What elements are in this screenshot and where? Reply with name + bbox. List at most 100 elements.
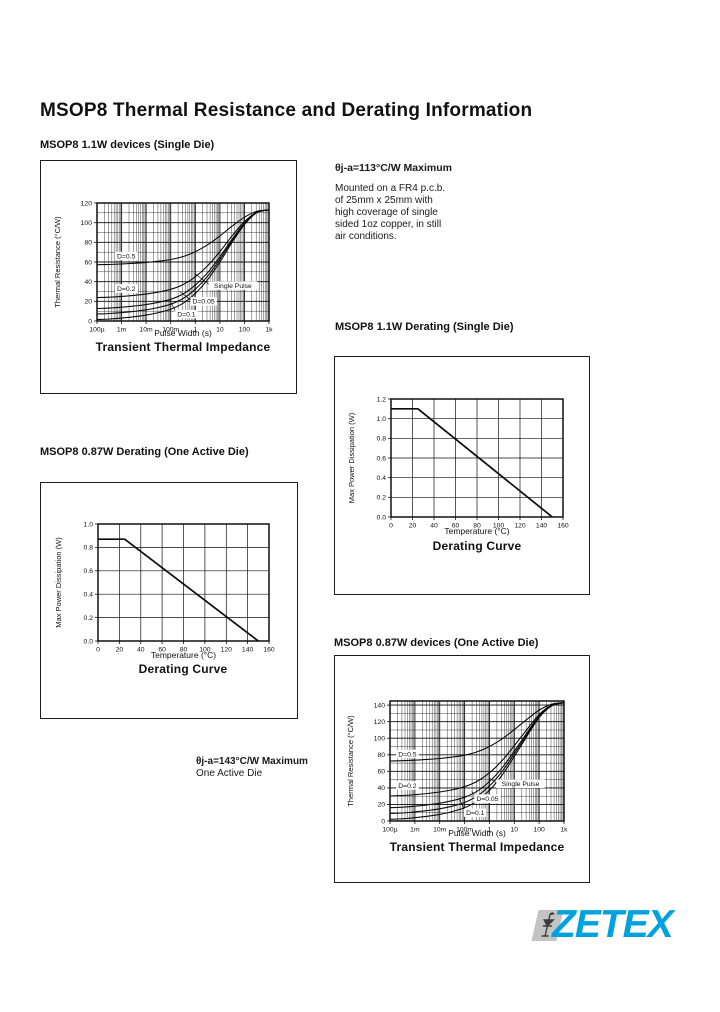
svg-text:80: 80 <box>473 523 481 530</box>
svg-text:100m: 100m <box>162 327 179 334</box>
note-line: air conditions. <box>335 231 397 242</box>
svg-text:D=0.5: D=0.5 <box>398 751 417 758</box>
svg-text:0: 0 <box>381 818 385 825</box>
svg-text:40: 40 <box>137 647 145 654</box>
svg-text:1m: 1m <box>410 827 420 834</box>
svg-text:160: 160 <box>557 523 569 530</box>
chart-panel-derating-0p87w: 0 20 40 60 80 100 120 140 160 0.0 0.2 0.4 0.6 0.8 1.0 M… <box>40 482 298 719</box>
zetex-logo-text: ZETEX <box>552 903 674 946</box>
svg-text:Single Pulse: Single Pulse <box>502 781 540 788</box>
svg-text:D=0.1: D=0.1 <box>466 810 485 817</box>
svg-text:80: 80 <box>377 752 385 759</box>
svg-text:100: 100 <box>81 220 93 227</box>
chart-title: Transient Thermal Impedance <box>95 340 271 354</box>
svg-text:80: 80 <box>84 240 92 247</box>
chart-panel-transient-0p87w: D=0.5 D=0.2 D=0.1 D=0.05 Single Pulse 100µ 1m 1… <box>334 655 590 883</box>
svg-text:0.6: 0.6 <box>84 568 94 575</box>
svg-text:10m: 10m <box>139 327 153 334</box>
svg-text:0.2: 0.2 <box>377 495 387 502</box>
svg-text:80: 80 <box>180 647 188 654</box>
chart-title: Derating Curve <box>138 662 228 676</box>
page-title: MSOP8 Thermal Resistance and Derating In… <box>40 100 533 121</box>
svg-text:0.8: 0.8 <box>84 545 94 552</box>
theta-ja-113-headline: θj-a=113°C/W Maximum <box>335 162 452 174</box>
thermal-note-single-die: θj-a=113°C/W Maximum Mounted on a FR4 p.… <box>335 162 485 243</box>
section-heading-1p1w-derating: MSOP8 1.1W Derating (Single Die) <box>335 321 514 333</box>
svg-text:100m: 100m <box>456 827 473 834</box>
svg-text:40: 40 <box>377 785 385 792</box>
chart-panel-derating-1p1w: 0 20 40 60 80 100 120 140 160 0.0 0.2 0.4 0.6 0.8 1.0 1… <box>334 356 590 595</box>
svg-text:100: 100 <box>239 327 251 334</box>
note-line: high coverage of single <box>335 207 438 218</box>
svg-text:D=0.1: D=0.1 <box>177 312 196 319</box>
svg-text:Max Power Dissipation (W): Max Power Dissipation (W) <box>54 537 63 628</box>
svg-text:Max Power Dissipation (W): Max Power Dissipation (W) <box>347 412 356 503</box>
svg-text:1.0: 1.0 <box>377 416 387 423</box>
svg-text:0: 0 <box>88 318 92 325</box>
svg-text:100: 100 <box>493 523 505 530</box>
section-heading-0p87w-derating: MSOP8 0.87W Derating (One Active Die) <box>40 446 249 458</box>
svg-text:0.4: 0.4 <box>377 475 387 482</box>
svg-text:0.0: 0.0 <box>377 514 387 521</box>
svg-text:100µ: 100µ <box>382 827 397 834</box>
svg-text:10: 10 <box>216 327 224 334</box>
svg-text:100: 100 <box>199 647 211 654</box>
svg-text:1: 1 <box>488 827 492 834</box>
x-axis-label: Temperature (°C) <box>444 526 510 536</box>
svg-text:40: 40 <box>84 279 92 286</box>
derating-curve-chart-1p1w: 0 20 40 60 80 100 120 140 160 0.0 0.2 0.4 0.6 0.8 1.0 1… <box>347 396 569 530</box>
svg-text:0.0: 0.0 <box>84 638 94 645</box>
x-axis-label: Pulse Width (s) <box>154 328 212 338</box>
svg-text:D=0.05: D=0.05 <box>476 796 498 803</box>
zetex-logo-badge <box>531 910 564 941</box>
thermal-note-one-active-die: θj-a=143°C/W Maximum One Active Die <box>196 756 346 780</box>
svg-text:D=0.5: D=0.5 <box>117 254 136 261</box>
svg-text:1.2: 1.2 <box>377 396 387 403</box>
svg-text:20: 20 <box>84 299 92 306</box>
svg-text:0.6: 0.6 <box>377 455 387 462</box>
svg-text:140: 140 <box>374 702 386 709</box>
svg-text:D=0.2: D=0.2 <box>398 783 417 790</box>
svg-text:40: 40 <box>430 523 438 530</box>
chart-title: Transient Thermal Impedance <box>389 840 565 854</box>
section-heading-1p1w-devices: MSOP8 1.1W devices (Single Die) <box>40 139 215 151</box>
note-line: of 25mm x 25mm with <box>335 195 433 206</box>
svg-text:60: 60 <box>158 647 166 654</box>
x-axis-label: Pulse Width (s) <box>448 828 506 838</box>
zetex-logo: ZETEX <box>530 903 680 955</box>
svg-text:1.0: 1.0 <box>84 521 94 528</box>
svg-text:140: 140 <box>242 647 254 654</box>
chart-panel-transient-1p1w: D=0.5 D=0.2 D=0.1 D=0.05 Single Pulse 100µ 1m 1… <box>40 160 297 394</box>
svg-text:0.4: 0.4 <box>84 592 94 599</box>
svg-text:0.2: 0.2 <box>84 615 94 622</box>
svg-text:20: 20 <box>409 523 417 530</box>
svg-text:60: 60 <box>84 259 92 266</box>
svg-text:1k: 1k <box>265 327 273 334</box>
svg-text:D=0.05: D=0.05 <box>193 299 215 306</box>
svg-text:120: 120 <box>81 200 93 207</box>
svg-text:0: 0 <box>389 523 393 530</box>
section-heading-0p87w-devices: MSOP8 0.87W devices (One Active Die) <box>334 637 539 649</box>
svg-text:120: 120 <box>514 523 526 530</box>
svg-text:120: 120 <box>221 647 233 654</box>
derating-curve-chart-0p87w: 0 20 40 60 80 100 120 140 160 0.0 0.2 0.4 0.6 0.8 1.0 M… <box>54 521 275 654</box>
svg-text:1m: 1m <box>117 327 127 334</box>
chart-title: Derating Curve <box>432 539 522 553</box>
svg-text:D=0.2: D=0.2 <box>117 286 136 293</box>
svg-text:60: 60 <box>452 523 460 530</box>
diode-symbol-icon <box>541 912 555 937</box>
svg-text:60: 60 <box>377 769 385 776</box>
svg-text:100: 100 <box>374 736 386 743</box>
svg-text:1: 1 <box>193 327 197 334</box>
transient-thermal-impedance-chart-0p87w: D=0.5 D=0.2 D=0.1 D=0.05 Single Pulse 100µ 1m 1… <box>346 700 568 834</box>
svg-text:0.8: 0.8 <box>377 436 387 443</box>
svg-text:Single Pulse: Single Pulse <box>214 283 252 290</box>
svg-text:20: 20 <box>377 802 385 809</box>
svg-text:120: 120 <box>374 719 386 726</box>
theta-ja-143-headline: θj-a=143°C/W Maximum <box>196 756 308 767</box>
svg-text:20: 20 <box>116 647 124 654</box>
note-line: sided 1oz copper, in still <box>335 219 442 230</box>
svg-text:100: 100 <box>533 827 545 834</box>
svg-text:Thermal Resistance (°C/W): Thermal Resistance (°C/W) <box>346 715 355 807</box>
